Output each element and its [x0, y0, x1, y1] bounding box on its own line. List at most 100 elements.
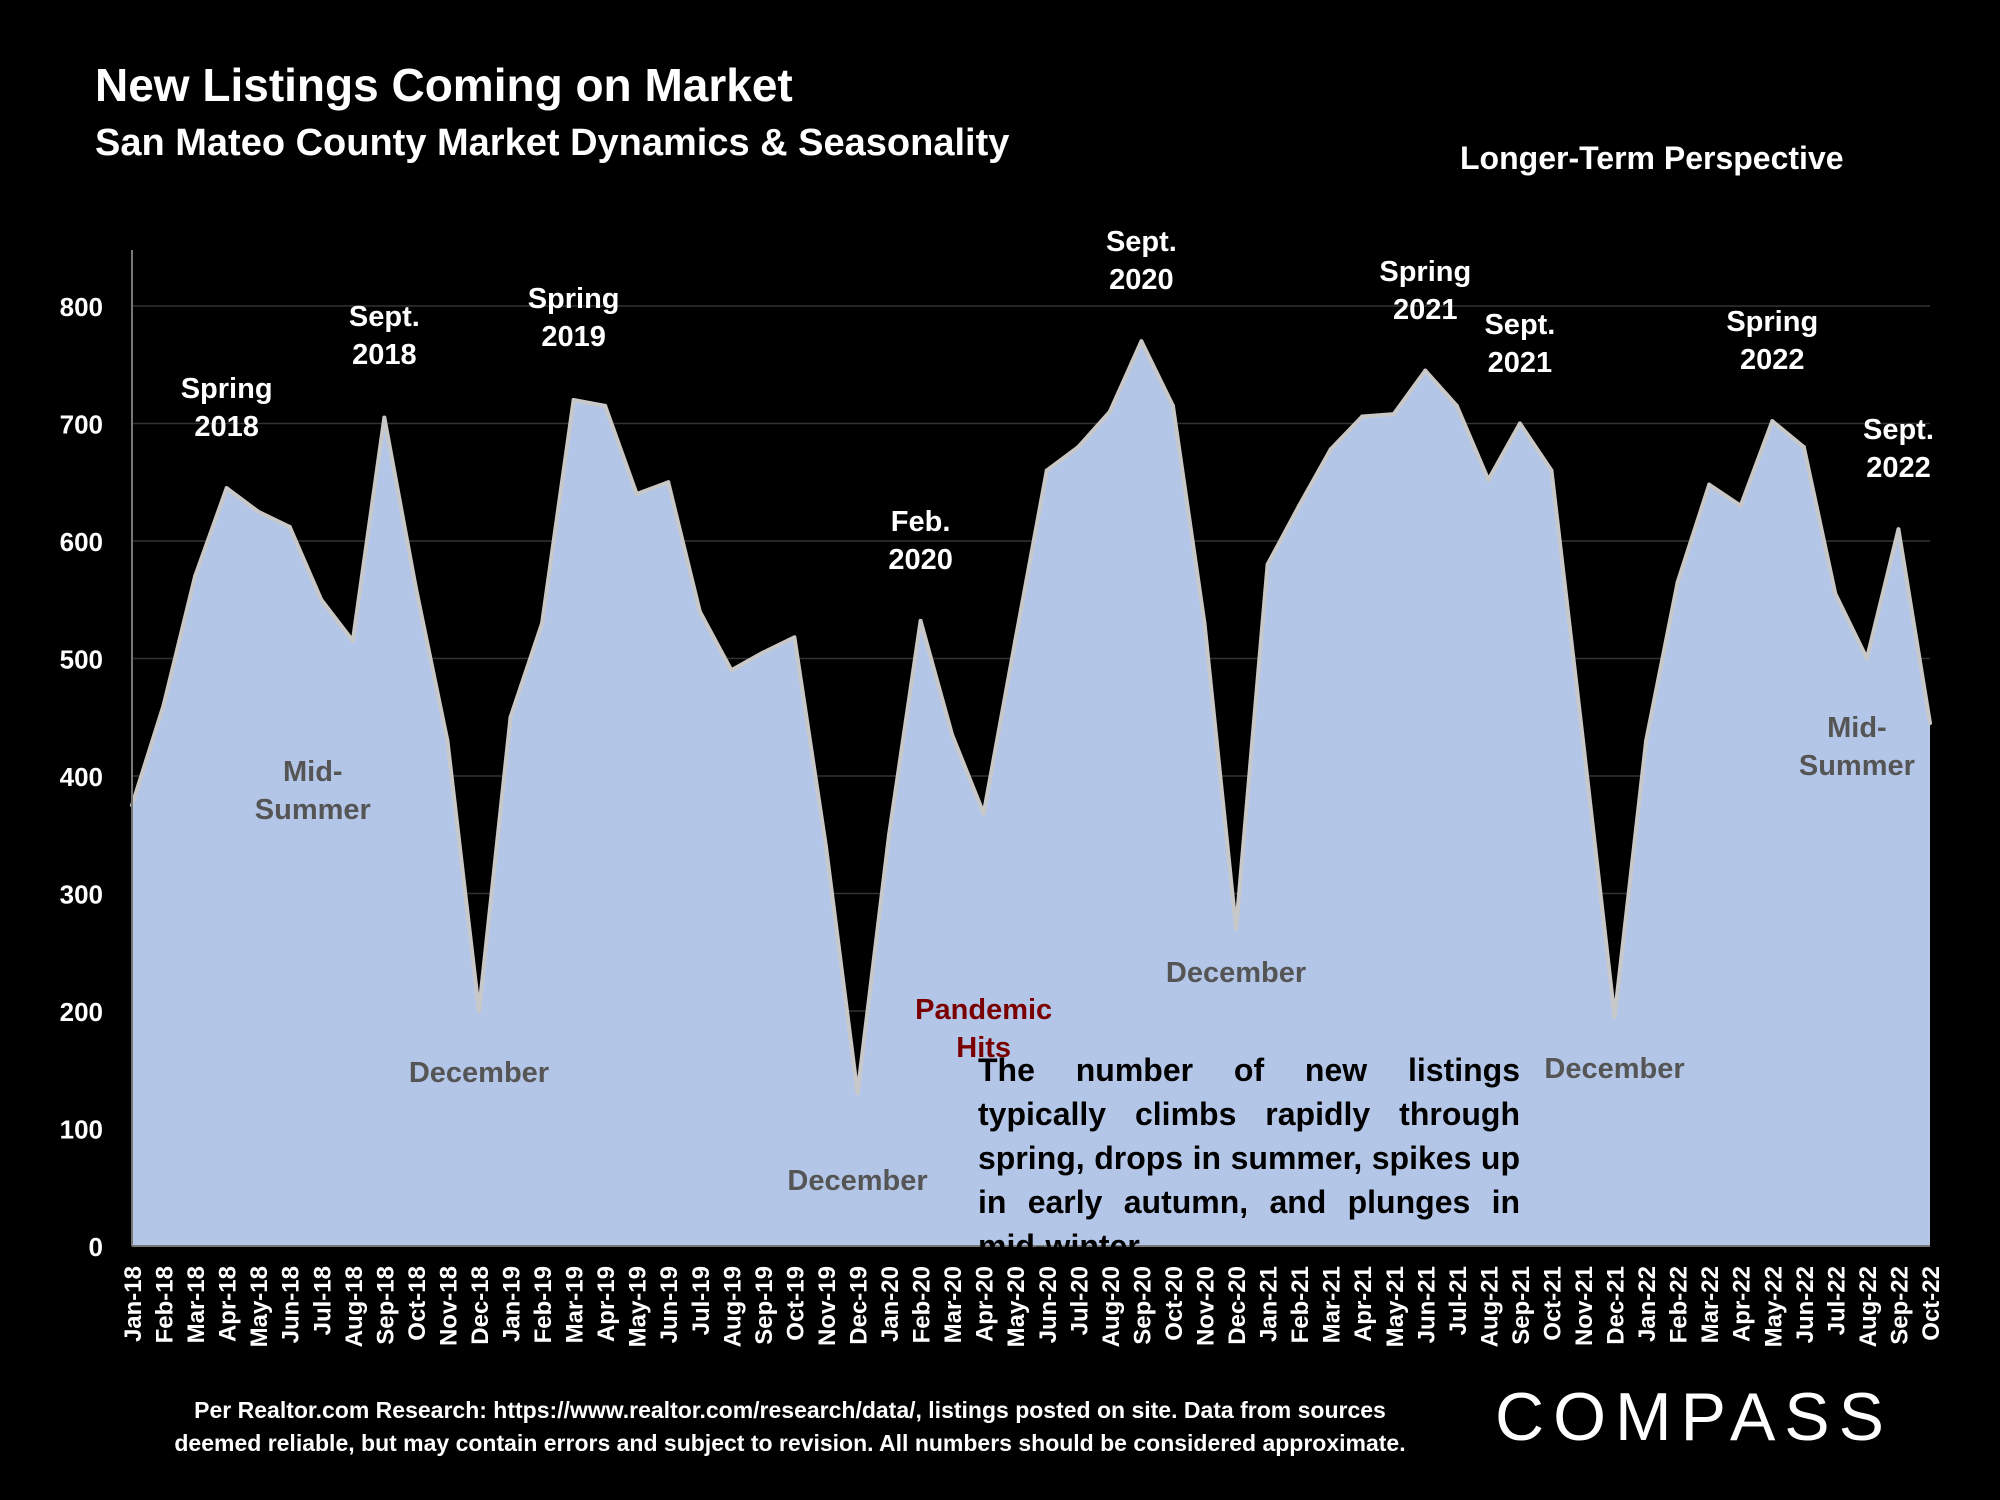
x-tick-Apr-22: Apr-22: [1729, 1266, 1756, 1342]
x-tick-Sep-22: Sep-22: [1886, 1266, 1913, 1345]
x-tick-Dec-21: Dec-21: [1603, 1266, 1630, 1345]
y-tick-labels: 0 100 200 300 400 500 600 700 800: [60, 292, 103, 1262]
annotation-december: December: [1165, 956, 1307, 989]
x-tick-Oct-18: Oct-18: [404, 1266, 431, 1341]
data-point-Aug-18: [350, 638, 355, 643]
annotation-december: December: [1544, 1052, 1685, 1085]
x-tick-Aug-19: Aug-19: [719, 1266, 746, 1347]
x-tick-Jul-20: Jul-20: [1066, 1266, 1093, 1335]
x-tick-Jun-18: Jun-18: [278, 1266, 305, 1343]
data-point-Feb-20: [918, 618, 923, 623]
x-tick-Mar-18: Mar-18: [183, 1266, 210, 1343]
data-point-Oct-19: [792, 635, 797, 640]
data-point-May-19: [634, 492, 639, 496]
data-point-Sep-21: [1517, 421, 1522, 426]
y-tick-800: 800: [60, 292, 103, 322]
data-point-Jan-19: [508, 715, 513, 720]
x-tick-Mar-22: Mar-22: [1697, 1266, 1724, 1343]
x-tick-Sep-21: Sep-21: [1508, 1266, 1535, 1345]
x-tick-May-19: May-19: [625, 1266, 652, 1347]
data-point-Mar-18: [193, 574, 198, 579]
data-point-Oct-18: [413, 586, 418, 590]
x-tick-Aug-20: Aug-20: [1098, 1266, 1125, 1347]
data-point-Aug-20: [1107, 409, 1112, 414]
data-point-Jul-21: [1454, 403, 1459, 408]
data-point-Mar-22: [1707, 482, 1712, 487]
data-point-Oct-21: [1549, 468, 1554, 473]
data-point-Sep-20: [1139, 339, 1144, 344]
data-point-Nov-19: [823, 844, 828, 849]
x-tick-Feb-20: Feb-20: [909, 1266, 936, 1343]
annotation-spring-2022: Spring 2022: [1726, 306, 1819, 377]
x-tick-Apr-18: Apr-18: [215, 1266, 242, 1342]
data-point-Apr-19: [603, 403, 608, 408]
x-tick-Oct-22: Oct-22: [1918, 1266, 1945, 1341]
data-point-Oct-20: [1170, 403, 1175, 408]
data-point-Nov-21: [1581, 738, 1586, 743]
x-tick-Nov-18: Nov-18: [435, 1266, 462, 1346]
x-tick-Jan-21: Jan-21: [1256, 1266, 1283, 1342]
data-area: [130, 339, 1932, 1246]
x-tick-Jan-18: Jan-18: [120, 1266, 147, 1342]
data-point-Feb-19: [540, 621, 545, 626]
data-point-Feb-18: [161, 703, 166, 708]
explanatory-note: The number of new listings typically cli…: [978, 1052, 1520, 1264]
data-point-Apr-18: [224, 486, 229, 491]
x-tick-Jun-19: Jun-19: [656, 1266, 683, 1343]
annotation-mid-summer: Mid- Summer: [1798, 711, 1915, 782]
data-point-Jun-18: [287, 524, 292, 529]
chart-subtitle: San Mateo County Market Dynamics & Seaso…: [95, 122, 1010, 164]
x-tick-Mar-21: Mar-21: [1319, 1266, 1346, 1343]
x-tick-Mar-20: Mar-20: [940, 1266, 967, 1343]
y-tick-500: 500: [60, 645, 103, 675]
data-point-Apr-21: [1360, 414, 1365, 419]
data-point-Jul-20: [1076, 445, 1081, 449]
data-point-Jun-19: [666, 480, 671, 485]
x-tick-Jul-21: Jul-21: [1445, 1266, 1472, 1335]
footer-line-1: Per Realtor.com Research: https://www.re…: [194, 1397, 1386, 1423]
data-point-Mar-21: [1328, 447, 1333, 452]
x-tick-Jan-22: Jan-22: [1634, 1266, 1661, 1342]
y-tick-300: 300: [60, 880, 103, 910]
x-tick-Sep-20: Sep-20: [1129, 1266, 1156, 1345]
y-tick-200: 200: [60, 997, 103, 1027]
data-point-Mar-20: [950, 732, 955, 737]
annotation-spring-2021: Spring 2021: [1379, 255, 1472, 326]
y-tick-700: 700: [60, 410, 103, 440]
annotation-spring-2019: Spring 2019: [527, 283, 620, 353]
perspective-label: Longer-Term Perspective: [1460, 140, 1844, 176]
annotation-pandemic-hits: Pandemic Hits: [915, 993, 1053, 1064]
x-tick-Jan-19: Jan-19: [499, 1266, 526, 1342]
x-tick-Feb-18: Feb-18: [152, 1266, 179, 1343]
data-point-May-22: [1770, 419, 1775, 424]
annotation-december: December: [787, 1165, 928, 1198]
data-point-Jan-22: [1644, 738, 1649, 743]
data-point-Jan-20: [887, 832, 892, 837]
x-tick-Nov-20: Nov-20: [1192, 1266, 1219, 1346]
data-point-May-20: [1013, 638, 1018, 643]
x-tick-Aug-18: Aug-18: [341, 1266, 368, 1347]
data-point-Mar-19: [571, 398, 576, 402]
x-tick-Nov-21: Nov-21: [1571, 1266, 1598, 1346]
x-tick-Apr-21: Apr-21: [1350, 1266, 1377, 1342]
area-fill: [132, 341, 1930, 1246]
annotation-mid-summer: Mid- Summer: [254, 755, 371, 826]
x-tick-May-18: May-18: [246, 1266, 273, 1347]
data-point-Jun-20: [1044, 468, 1049, 473]
data-point-Aug-19: [729, 668, 734, 673]
x-tick-Oct-19: Oct-19: [782, 1266, 809, 1341]
x-tick-Jun-21: Jun-21: [1413, 1266, 1440, 1343]
x-tick-labels: Jan-18 Feb-18 Mar-18 Apr-18 May-18 Jun-18 Jul-…: [120, 1266, 1945, 1347]
y-tick-400: 400: [60, 762, 103, 792]
compass-logo: COMPASS: [1495, 1379, 1894, 1455]
data-point-Sep-19: [760, 650, 765, 655]
x-tick-Dec-19: Dec-19: [846, 1266, 873, 1345]
data-point-Dec-18: [476, 1009, 481, 1013]
area-line: [130, 339, 1932, 1096]
x-tick-Oct-20: Oct-20: [1161, 1266, 1188, 1341]
chart-title: New Listings Coming on Market: [95, 59, 793, 111]
data-point-Sep-22: [1896, 527, 1901, 532]
data-point-Dec-20: [1234, 926, 1239, 931]
x-tick-Sep-18: Sep-18: [372, 1266, 399, 1345]
